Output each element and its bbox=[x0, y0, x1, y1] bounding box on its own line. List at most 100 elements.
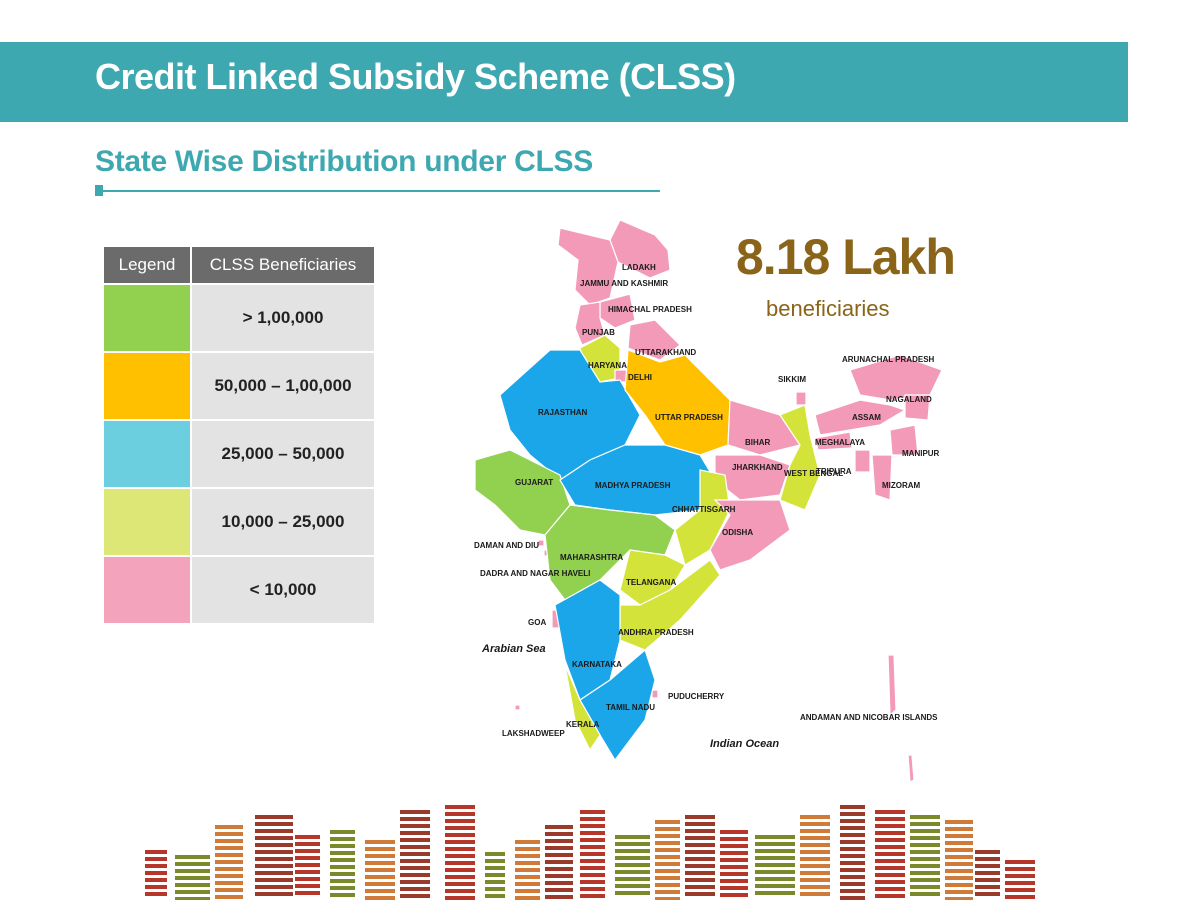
legend-range-label: 25,000 – 50,000 bbox=[192, 421, 374, 487]
skyline-building-stripe bbox=[580, 866, 605, 870]
skyline-building-stripe bbox=[875, 887, 905, 891]
subtitle-underline-marker bbox=[95, 185, 103, 196]
skyline-building-stripe bbox=[945, 820, 973, 824]
skyline-building-stripe bbox=[485, 894, 505, 898]
state-label-ladakh: LADAKH bbox=[622, 263, 656, 272]
state-label-karnataka: KARNATAKA bbox=[572, 660, 622, 669]
skyline-building-stripe bbox=[365, 854, 395, 858]
skyline-building-stripe bbox=[330, 837, 355, 841]
skyline-building-stripe bbox=[840, 882, 865, 886]
legend-header-row: Legend CLSS Beneficiaries bbox=[104, 247, 374, 283]
state-label-telangana: TELANGANA bbox=[626, 578, 676, 587]
skyline-building-stripe bbox=[720, 879, 748, 883]
skyline-building-stripe bbox=[215, 832, 243, 836]
skyline-building-stripe bbox=[720, 830, 748, 834]
skyline-building-stripe bbox=[145, 885, 167, 889]
skyline-building-stripe bbox=[615, 863, 650, 867]
skyline-building-stripe bbox=[945, 862, 973, 866]
total-beneficiaries-unit: beneficiaries bbox=[766, 296, 890, 321]
skyline-building-stripe bbox=[975, 850, 1000, 854]
skyline-building-stripe bbox=[295, 835, 320, 839]
skyline-building-stripe bbox=[400, 824, 430, 828]
city-skyline-decoration bbox=[145, 805, 1035, 900]
skyline-building-stripe bbox=[720, 858, 748, 862]
legend-color-swatch bbox=[104, 285, 190, 351]
skyline-building-stripe bbox=[445, 819, 475, 823]
state-label-kerala: KERALA bbox=[566, 720, 600, 729]
skyline-building-stripe bbox=[365, 868, 395, 872]
skyline-building-stripe bbox=[175, 890, 210, 894]
state-region-kerala bbox=[564, 664, 601, 752]
skyline-building-stripe bbox=[945, 876, 973, 880]
skyline-building-stripe bbox=[400, 894, 430, 898]
skyline-building-stripe bbox=[400, 817, 430, 821]
skyline-building-stripe bbox=[975, 885, 1000, 889]
skyline-building-stripe bbox=[255, 815, 293, 819]
state-region-rajasthan bbox=[499, 349, 641, 481]
state-region-uttarakhand bbox=[627, 319, 681, 361]
state-region-jammu-kashmir bbox=[557, 227, 619, 306]
state-label-daman-diu: DAMAN AND DIU bbox=[474, 541, 539, 550]
skyline-building-stripe bbox=[400, 838, 430, 842]
skyline-building-stripe bbox=[800, 836, 830, 840]
skyline-building-stripe bbox=[615, 884, 650, 888]
state-label-assam: ASSAM bbox=[852, 413, 881, 422]
skyline-building-stripe bbox=[685, 885, 715, 889]
skyline-building-stripe bbox=[840, 875, 865, 879]
state-region-odisha bbox=[709, 499, 791, 571]
skyline-building-stripe bbox=[545, 888, 573, 892]
state-label-tripura: TRIPURA bbox=[816, 467, 852, 476]
skyline-building-stripe bbox=[755, 891, 795, 895]
sea-label-indian-ocean: Indian Ocean bbox=[710, 738, 779, 750]
page-title: Credit Linked Subsidy Scheme (CLSS) bbox=[95, 56, 736, 97]
skyline-building-stripe bbox=[365, 861, 395, 865]
skyline-building-stripe bbox=[215, 881, 243, 885]
skyline-building-stripe bbox=[800, 864, 830, 868]
title-banner bbox=[0, 42, 1128, 122]
skyline-building-stripe bbox=[330, 830, 355, 834]
skyline-building-stripe bbox=[910, 864, 940, 868]
skyline-building-stripe bbox=[255, 850, 293, 854]
skyline-building-stripe bbox=[685, 843, 715, 847]
skyline-building-stripe bbox=[655, 876, 680, 880]
skyline-building-stripe bbox=[295, 877, 320, 881]
skyline-building-stripe bbox=[330, 851, 355, 855]
skyline-building-stripe bbox=[580, 838, 605, 842]
state-label-bihar: BIHAR bbox=[745, 438, 771, 447]
skyline-building-stripe bbox=[445, 875, 475, 879]
skyline-building-stripe bbox=[910, 850, 940, 854]
skyline-building-stripe bbox=[685, 829, 715, 833]
skyline-building-stripe bbox=[445, 854, 475, 858]
skyline-building-stripe bbox=[400, 845, 430, 849]
state-region-andaman-nicobar bbox=[887, 654, 915, 783]
skyline-building-stripe bbox=[365, 896, 395, 900]
state-label-maharashtra: MAHARASHTRA bbox=[560, 553, 623, 562]
skyline-building-stripe bbox=[175, 869, 210, 873]
skyline-building-stripe bbox=[800, 815, 830, 819]
state-label-delhi: DELHI bbox=[628, 373, 652, 382]
skyline-building-stripe bbox=[840, 861, 865, 865]
skyline-building-stripe bbox=[515, 882, 540, 886]
skyline-building-stripe bbox=[615, 849, 650, 853]
skyline-building-stripe bbox=[580, 817, 605, 821]
skyline-building-stripe bbox=[800, 885, 830, 889]
skyline-building-stripe bbox=[580, 859, 605, 863]
skyline-building-stripe bbox=[485, 859, 505, 863]
state-label-uttar-pradesh: UTTAR PRADESH bbox=[655, 413, 723, 422]
state-region-mizoram bbox=[871, 454, 893, 501]
skyline-building-stripe bbox=[840, 889, 865, 893]
skyline-building-stripe bbox=[655, 827, 680, 831]
skyline-building-stripe bbox=[515, 847, 540, 851]
skyline-building-stripe bbox=[685, 857, 715, 861]
skyline-building-stripe bbox=[840, 812, 865, 816]
legend-range-label: > 1,00,000 bbox=[192, 285, 374, 351]
skyline-building-stripe bbox=[330, 858, 355, 862]
skyline-building-stripe bbox=[655, 820, 680, 824]
skyline-building-stripe bbox=[910, 815, 940, 819]
skyline-building-stripe bbox=[840, 854, 865, 858]
skyline-building-stripe bbox=[175, 883, 210, 887]
skyline-building-stripe bbox=[910, 829, 940, 833]
skyline-building-stripe bbox=[875, 852, 905, 856]
skyline-building-stripe bbox=[580, 845, 605, 849]
skyline-building-stripe bbox=[800, 829, 830, 833]
